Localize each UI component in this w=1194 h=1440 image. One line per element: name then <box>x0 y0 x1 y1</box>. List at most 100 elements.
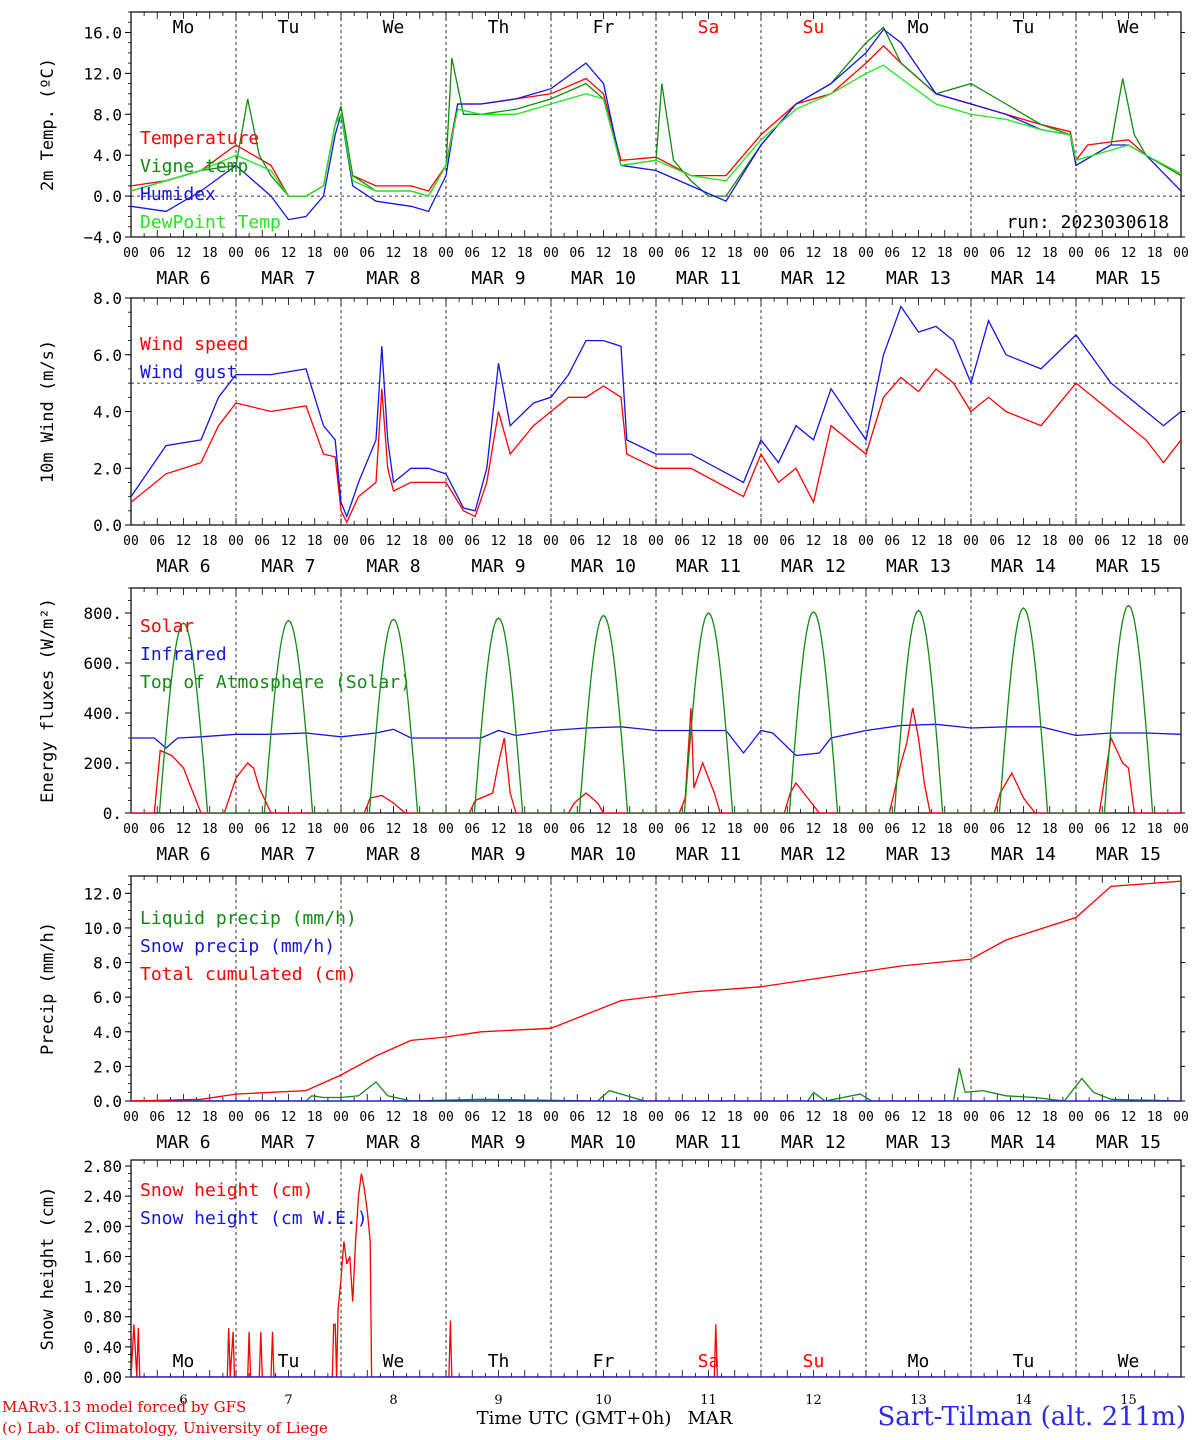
x-date-label: MAR 12 <box>781 268 846 289</box>
x-hour-label: 06 <box>254 822 270 837</box>
x-date-label: MAR 14 <box>991 268 1056 289</box>
x-date-label: MAR 11 <box>676 556 741 577</box>
x-hour-label: 12 <box>596 1110 612 1125</box>
x-hour-label: 12 <box>491 246 507 261</box>
x-hour-label: 12 <box>386 534 402 549</box>
x-date-label: MAR 13 <box>886 268 951 289</box>
x-hour-label: 00 <box>858 1110 874 1125</box>
weekday-label: Tu <box>278 17 300 38</box>
y-tick-label: 12.0 <box>83 64 122 83</box>
x-hour-label: 12 <box>491 822 507 837</box>
x-hour-label: 00 <box>1068 1110 1084 1125</box>
weekday-label: Mo <box>908 1351 930 1372</box>
x-hour-label: 00 <box>963 822 979 837</box>
x-hour-label: 06 <box>254 534 270 549</box>
x-hour-label: 18 <box>202 534 218 549</box>
x-hour-label: 00 <box>543 822 559 837</box>
x-hour-label: 18 <box>307 1110 323 1125</box>
x-date-label: MAR 11 <box>676 1132 741 1153</box>
legend-entry: Liquid precip (mm/h) <box>140 908 357 929</box>
x-hour-label: 06 <box>989 534 1005 549</box>
weekday-label: We <box>1118 1351 1140 1372</box>
x-hour-label: 06 <box>254 246 270 261</box>
y-tick-label: 0.0 <box>93 187 122 206</box>
x-hour-label: 00 <box>123 822 139 837</box>
x-date-label: MAR 8 <box>366 1132 420 1153</box>
x-hour-label: 00 <box>123 534 139 549</box>
y-tick-label: 2.00 <box>83 1217 122 1236</box>
x-hour-label: 00 <box>963 1110 979 1125</box>
series-line-energy <box>131 707 1181 813</box>
x-hour-label: 06 <box>569 822 585 837</box>
x-hour-label: 00 <box>963 534 979 549</box>
legend-entry: Snow height (cm W.E.) <box>140 1208 368 1229</box>
x-hour-label: 12 <box>1121 822 1137 837</box>
weekday-label: Sa <box>698 17 720 38</box>
legend-entry: Temperature <box>140 128 259 149</box>
x-hour-label: 12 <box>386 1110 402 1125</box>
x-hour-label: 12 <box>806 246 822 261</box>
x-hour-label: 00 <box>123 246 139 261</box>
x-hour-label: 06 <box>149 246 165 261</box>
y-tick-label: 12.0 <box>83 884 122 903</box>
x-hour-label: 00 <box>648 822 664 837</box>
x-hour-label: 00 <box>858 246 874 261</box>
x-date-label: MAR 8 <box>366 844 420 865</box>
x-hour-label: 18 <box>727 246 743 261</box>
x-hour-label: 00 <box>858 534 874 549</box>
x-date-label: MAR 11 <box>676 268 741 289</box>
x-hour-label: 00 <box>1173 1110 1189 1125</box>
x-hour-label: 18 <box>517 1110 533 1125</box>
x-date-label: MAR 15 <box>1096 556 1161 577</box>
y-tick-label: −4.0 <box>83 228 122 247</box>
x-hour-label: 12 <box>1121 534 1137 549</box>
x-date-label: MAR 10 <box>571 556 636 577</box>
x-hour-label: 12 <box>596 822 612 837</box>
x-day-number: 8 <box>389 1393 397 1408</box>
x-hour-label: 18 <box>622 1110 638 1125</box>
y-tick-label: 0. <box>103 804 122 823</box>
y-tick-label: 16.0 <box>83 23 122 42</box>
x-hour-label: 12 <box>176 534 192 549</box>
weekday-label: Su <box>803 17 825 38</box>
x-hour-label: 12 <box>491 534 507 549</box>
x-hour-label: 12 <box>596 246 612 261</box>
legend-entry: Solar <box>140 616 194 637</box>
x-hour-label: 06 <box>464 1110 480 1125</box>
x-hour-label: 18 <box>832 534 848 549</box>
x-hour-label: 12 <box>1016 534 1032 549</box>
x-date-label: MAR 6 <box>156 268 210 289</box>
x-hour-label: 12 <box>281 822 297 837</box>
x-hour-label: 06 <box>1094 534 1110 549</box>
x-hour-label: 06 <box>569 534 585 549</box>
x-hour-label: 00 <box>648 246 664 261</box>
x-date-label: MAR 10 <box>571 1132 636 1153</box>
x-date-label: MAR 9 <box>471 268 525 289</box>
x-hour-label: 00 <box>1173 822 1189 837</box>
weekday-label: Th <box>488 17 510 38</box>
station-name: Sart-Tilman (alt. 211m) <box>877 1402 1186 1432</box>
series-line-temperature <box>131 64 1181 197</box>
y-axis-label: Snow height (cm) <box>38 1187 58 1351</box>
x-hour-label: 00 <box>1068 822 1084 837</box>
x-hour-label: 12 <box>1016 246 1032 261</box>
x-hour-label: 00 <box>648 534 664 549</box>
weekday-label: Tu <box>1013 17 1035 38</box>
legend-entry: Top of Atmosphere (Solar) <box>140 672 411 693</box>
x-hour-label: 18 <box>412 822 428 837</box>
x-hour-label: 18 <box>727 822 743 837</box>
y-axis-label: 2m Temp. (ºC) <box>38 58 58 191</box>
y-tick-label: 200. <box>83 754 122 773</box>
legend-entry: Total cumulated (cm) <box>140 964 357 985</box>
x-hour-label: 00 <box>543 534 559 549</box>
legend-entry: Snow height (cm) <box>140 1180 313 1201</box>
x-date-label: MAR 7 <box>261 556 315 577</box>
x-date-label: MAR 6 <box>156 1132 210 1153</box>
x-hour-label: 00 <box>543 246 559 261</box>
x-hour-label: 00 <box>1173 534 1189 549</box>
x-hour-label: 06 <box>464 822 480 837</box>
x-hour-label: 00 <box>123 1110 139 1125</box>
x-hour-label: 18 <box>832 822 848 837</box>
x-hour-label: 06 <box>779 822 795 837</box>
x-hour-label: 06 <box>989 246 1005 261</box>
